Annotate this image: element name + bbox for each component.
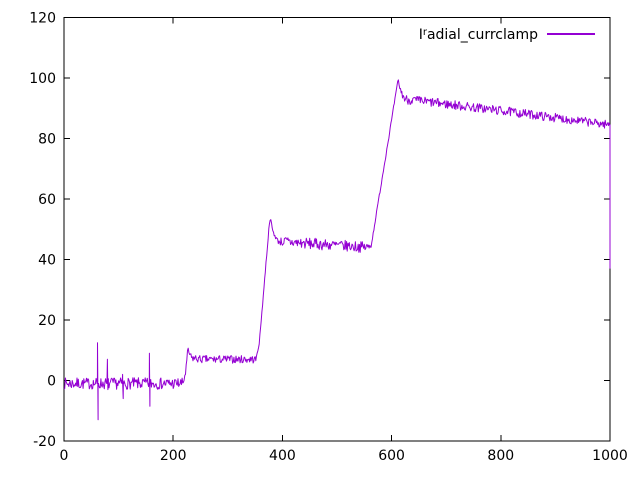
legend-label-rest: adial_currclamp (426, 27, 538, 43)
y-tick-label: 120 (29, 11, 56, 27)
y-tick-label: 40 (38, 253, 56, 269)
y-tick-label: 60 (38, 192, 56, 208)
legend-label-superscript: r (422, 27, 427, 38)
x-tick-label: 400 (269, 448, 296, 464)
legend-line-sample (547, 33, 595, 35)
y-tick-label: 100 (29, 71, 56, 87)
legend-label: Iradial_currclamp (419, 24, 538, 44)
x-tick-label: 600 (378, 448, 405, 464)
y-tick-label: -20 (33, 434, 56, 450)
legend: Iradial_currclamp (419, 24, 595, 44)
y-tick-label: 80 (38, 132, 56, 148)
x-tick-label: 200 (160, 448, 187, 464)
x-tick-label: 1000 (592, 448, 628, 464)
x-tick-label: 0 (60, 448, 69, 464)
y-tick-label: 20 (38, 313, 56, 329)
x-tick-label: 800 (487, 448, 514, 464)
y-tick-label: 0 (47, 374, 56, 390)
legend-label-prefix: I (418, 27, 423, 43)
plot-border (63, 17, 611, 442)
data-line-i-radial-currclamp (63, 79, 611, 421)
